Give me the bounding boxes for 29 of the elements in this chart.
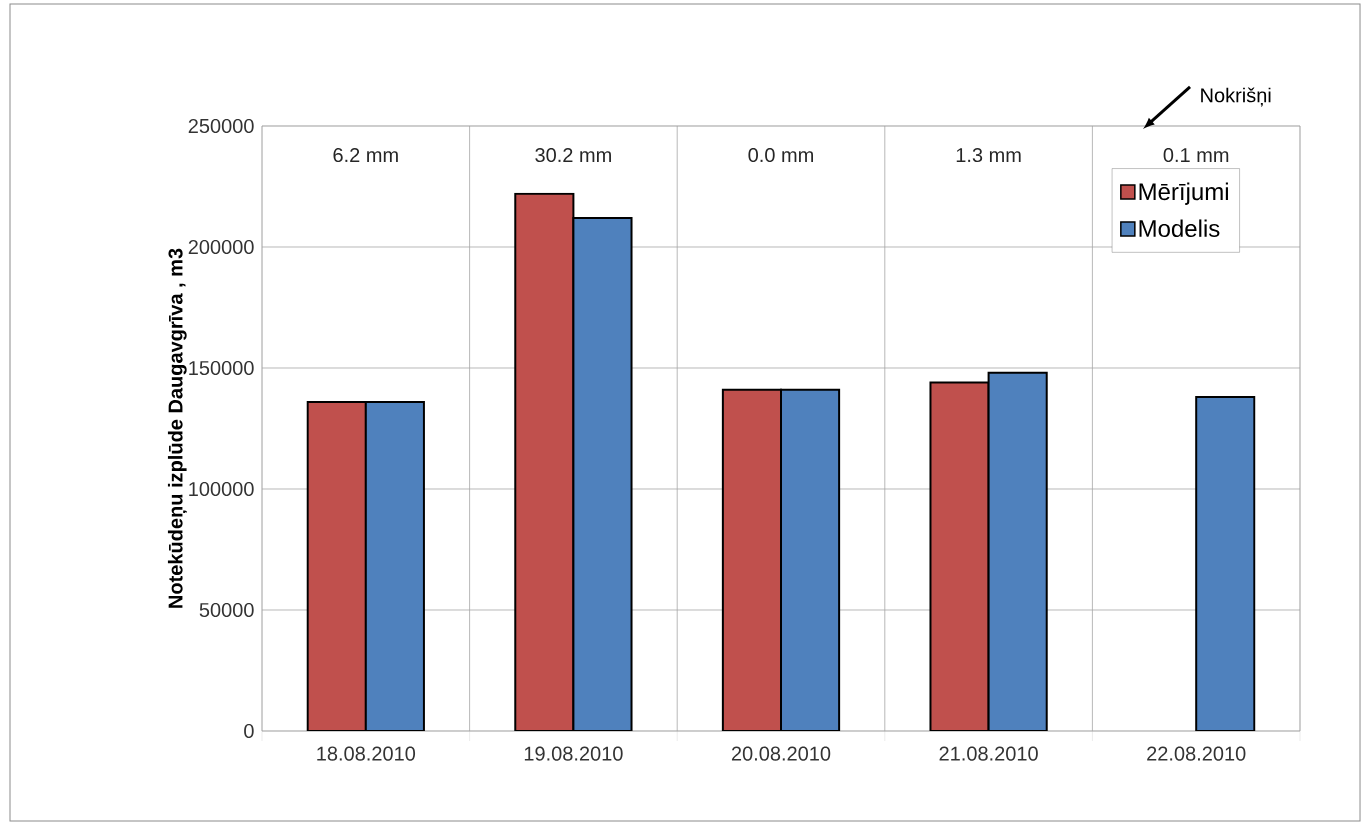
x-tick-label: 19.08.2010	[524, 746, 623, 761]
bar	[306, 400, 367, 731]
text: Nokrišņi	[1201, 87, 1271, 107]
x-tick-label: 21.08.2010	[939, 746, 1038, 761]
y-axis-title: Notekūdeņu izplūde Daugavgrīva , m3	[167, 248, 187, 608]
bar	[987, 371, 1048, 731]
x-tick-label: 20.08.2010	[731, 746, 831, 761]
annotation: 1.3 mm	[956, 147, 1021, 163]
legend-label: Modelis	[1139, 219, 1220, 238]
bar	[780, 388, 841, 731]
y-tick-label: 250000	[188, 118, 254, 134]
y-tick-label: 0	[244, 723, 254, 739]
bar	[364, 400, 425, 731]
y-tick-label: 100000	[189, 481, 254, 497]
legend-label: Mērījumi	[1139, 182, 1228, 205]
annotation: 30.2 mm	[535, 147, 611, 163]
annotation: 0.1 mm	[1163, 147, 1229, 163]
x-tick-label: 18.08.2010	[317, 746, 416, 761]
bar	[514, 192, 575, 731]
bar	[721, 388, 782, 731]
x-tick-label: 22.08.2010	[1147, 746, 1246, 761]
bar	[572, 216, 633, 731]
bar	[1195, 396, 1256, 731]
bar	[929, 381, 990, 731]
annotation: 6.2 mm	[333, 147, 398, 163]
y-tick-label: 200000	[188, 239, 254, 255]
y-tick-label: 150000	[189, 360, 254, 376]
y-tick-label: 50000	[199, 602, 254, 618]
annotation: 0.0 mm	[748, 147, 813, 163]
